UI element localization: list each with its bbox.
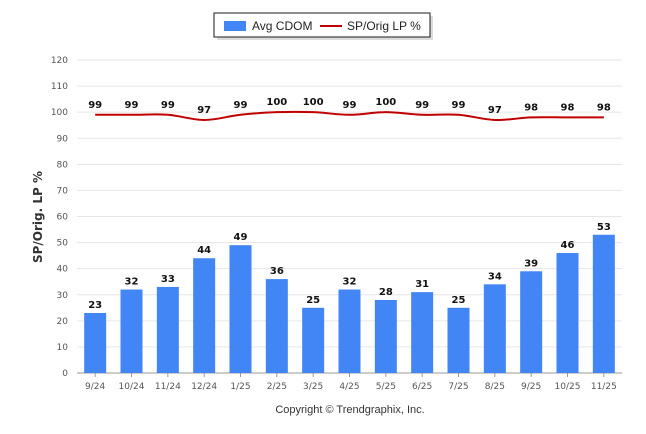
line-data-label: 98	[561, 102, 575, 113]
bar-data-label: 32	[343, 277, 357, 288]
legend: Avg CDOM SP/Orig LP %	[213, 12, 433, 40]
bar	[265, 279, 288, 373]
line-data-label: 99	[161, 100, 175, 111]
bar	[374, 299, 397, 373]
legend-box	[213, 12, 431, 38]
x-tick-label: 11/24	[155, 382, 181, 392]
x-tick-label: 2/25	[267, 382, 287, 392]
bar	[193, 258, 216, 373]
x-tick-label: 10/25	[555, 382, 581, 392]
series-line-sp-orig-lp	[95, 110, 604, 122]
x-tick-label: 3/25	[303, 382, 323, 392]
bar	[483, 284, 506, 373]
y-tick-label: 110	[51, 82, 68, 92]
line-data-label: 100	[303, 97, 324, 108]
y-tick-label: 40	[57, 265, 69, 275]
x-tick-label: 12/24	[191, 382, 217, 392]
y-tick-label: 50	[57, 239, 69, 249]
x-tick-label: 4/25	[339, 382, 359, 392]
line-data-label: 97	[197, 105, 211, 116]
line-data-label: 99	[88, 100, 102, 111]
bar-data-label: 46	[561, 240, 575, 251]
x-tick-label: 5/25	[376, 382, 396, 392]
line-data-labels: 99 99 99 97 99 100 100 99 100 99 99 97 98 98 98	[88, 97, 611, 116]
bar-data-labels: 23 32 33 44 49 36 25 32 28 31 25 34 39 46 53	[88, 222, 611, 311]
bar-data-label: 44	[197, 245, 211, 256]
bar-data-label: 32	[125, 277, 139, 288]
line-data-label: 97	[488, 105, 502, 116]
line-series	[95, 110, 604, 122]
bar-data-label: 25	[306, 295, 320, 306]
bar	[84, 313, 107, 373]
line-data-label: 98	[597, 102, 611, 113]
x-tick-label: 6/25	[412, 382, 432, 392]
bar-data-label: 36	[270, 266, 284, 277]
bar-data-label: 49	[234, 232, 248, 243]
y-axis-ticks: 0 10 20 30 40 50 60 70 80 90 100 110 120	[51, 56, 68, 379]
line-data-label: 99	[343, 100, 357, 111]
x-tick-label: 10/24	[119, 382, 145, 392]
x-tick-label: 9/24	[85, 382, 105, 392]
bar	[302, 307, 325, 373]
bar-data-label: 28	[379, 287, 393, 298]
line-data-label: 100	[375, 97, 396, 108]
line-data-label: 99	[452, 100, 466, 111]
y-tick-label: 0	[62, 369, 68, 379]
bar	[520, 271, 543, 373]
bar-data-label: 25	[452, 295, 466, 306]
bar	[229, 245, 252, 373]
y-axis-label: SP/Orig. LP %	[31, 171, 45, 263]
x-axis-ticks: 9/24 10/24 11/24 12/24 1/25 2/25 3/25 4/25 5/25 6…	[85, 373, 617, 392]
line-data-label: 98	[524, 102, 538, 113]
x-tick-label: 7/25	[448, 382, 468, 392]
bar-data-label: 34	[488, 271, 502, 282]
line-data-label: 99	[415, 100, 429, 111]
legend-label-sp-orig-lp: SP/Orig LP %	[347, 19, 421, 33]
bar	[556, 253, 579, 373]
bar	[447, 307, 470, 373]
bar	[120, 289, 143, 373]
bar	[592, 234, 615, 373]
bar-data-label: 31	[415, 279, 429, 290]
bar	[338, 289, 361, 373]
bar	[411, 292, 434, 373]
bar-series	[84, 234, 615, 373]
y-tick-label: 90	[57, 134, 69, 144]
bar-data-label: 39	[524, 258, 538, 269]
legend-label-avg-cdom: Avg CDOM	[252, 19, 312, 33]
x-tick-label: 9/25	[521, 382, 541, 392]
bar	[156, 286, 179, 373]
copyright-text: Copyright © Trendgraphix, Inc.	[275, 404, 424, 416]
y-tick-label: 80	[57, 160, 69, 170]
y-tick-label: 70	[57, 186, 69, 196]
legend-swatch-avg-cdom	[224, 21, 246, 31]
x-tick-label: 8/25	[485, 382, 505, 392]
y-tick-label: 120	[51, 56, 68, 66]
y-tick-label: 100	[51, 108, 68, 118]
y-tick-label: 60	[57, 213, 69, 223]
x-tick-label: 11/25	[591, 382, 617, 392]
y-tick-label: 30	[57, 291, 69, 301]
line-data-label: 99	[234, 100, 248, 111]
line-data-label: 99	[125, 100, 139, 111]
bar-data-label: 33	[161, 274, 175, 285]
bar-data-label: 53	[597, 222, 611, 233]
bar-data-label: 23	[88, 300, 102, 311]
x-tick-label: 1/25	[230, 382, 250, 392]
line-data-label: 100	[266, 97, 287, 108]
y-tick-label: 20	[57, 317, 69, 327]
y-tick-label: 10	[57, 343, 69, 353]
